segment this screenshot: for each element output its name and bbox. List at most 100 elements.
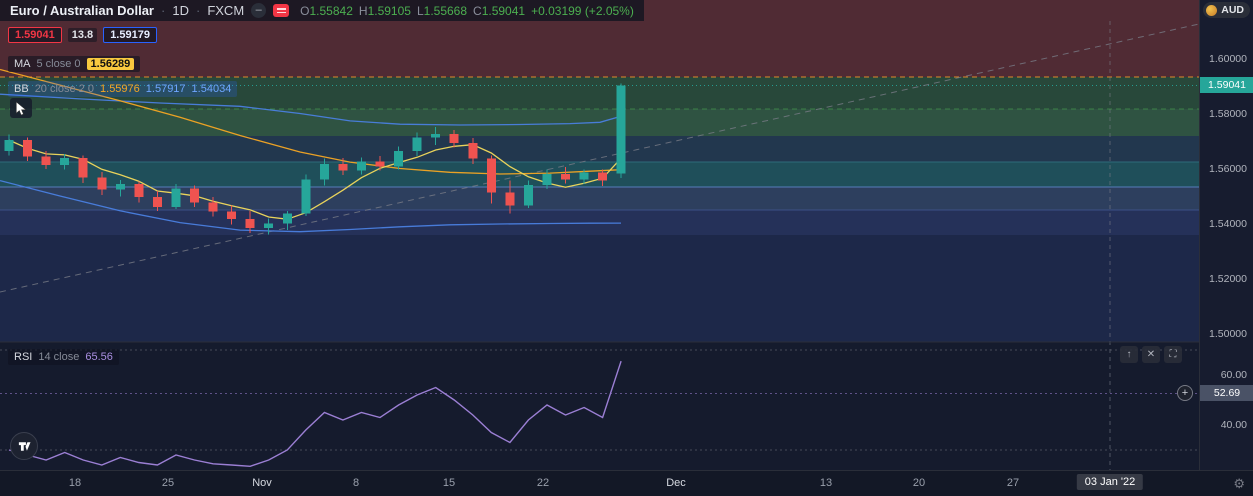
price-axis[interactable]: AUD 1.60000 1.58000 1.56000 1.54000 1.52000 1… — [1199, 0, 1253, 470]
rsi-pane-toolbar: ↑ ✕ ⛶ — [1120, 346, 1182, 363]
time-tick-label: 25 — [161, 477, 175, 489]
bb-upper-line — [0, 93, 622, 126]
time-tick-label: 27 — [1006, 477, 1020, 489]
price-tick-label: 1.60000 — [1209, 53, 1247, 65]
candle-body — [468, 142, 478, 159]
ohlc-readout: O1.55842 H1.59105 L1.55668 C1.59041 +0.0… — [300, 4, 634, 18]
candle-body — [171, 188, 181, 207]
time-tick-label: 20 — [912, 477, 926, 489]
rsi-line — [8, 360, 622, 468]
close-value: 1.59041 — [481, 3, 526, 18]
separator-dot: · — [161, 3, 166, 18]
rsi-indicator-params: 14 close — [38, 351, 80, 363]
bb-legend-row[interactable]: BB 20 close 2 0 1.55976 1.57917 1.54034 — [8, 81, 238, 97]
last-price-badge[interactable]: 1.59041 — [1200, 77, 1253, 94]
rsi-value: 65.56 — [85, 351, 113, 363]
interval-button[interactable]: 1D — [172, 3, 189, 18]
candle-body — [523, 184, 533, 206]
time-tick-label: 15 — [442, 477, 456, 489]
rsi-crosshair-badge[interactable]: 52.69 — [1200, 385, 1253, 402]
open-value: 1.55842 — [309, 3, 353, 18]
pane-close-icon[interactable]: ✕ — [1142, 346, 1160, 363]
candle-body — [338, 164, 348, 171]
rsi-legend-row[interactable]: RSI 14 close 65.56 — [8, 349, 119, 365]
candle-body — [431, 133, 441, 138]
symbol-title[interactable]: Euro / Australian Dollar — [10, 3, 154, 18]
currency-code: AUD — [1221, 4, 1244, 16]
axis-settings-icon[interactable]: ⚙ — [1233, 476, 1245, 491]
candle-body — [115, 184, 125, 190]
price-tick-label: 1.52000 — [1209, 273, 1247, 285]
rsi-tick-label: 60.00 — [1220, 369, 1247, 381]
candle-body — [616, 85, 626, 174]
candle-body — [134, 184, 144, 198]
exchange-label: FXCM — [207, 3, 245, 18]
ma-indicator-title: MA — [14, 58, 31, 70]
chart-header: Euro / Australian Dollar · 1D · FXCM – O… — [0, 0, 644, 21]
price-zone — [0, 77, 1199, 109]
price-labels-row: 1.59041 13.8 1.59179 — [8, 27, 157, 43]
bar-countdown: 13.8 — [67, 28, 98, 42]
ma5-line — [8, 139, 622, 220]
add-alert-plus-icon[interactable]: + — [1177, 385, 1193, 401]
tradingview-logo[interactable] — [10, 432, 38, 460]
high-value: 1.59105 — [367, 3, 411, 18]
ma-legend-row[interactable]: MA 5 close 0 1.56289 — [8, 56, 141, 72]
bb-indicator-title: BB — [14, 83, 29, 95]
currency-flag-icon — [1206, 4, 1218, 16]
price-box-blue[interactable]: 1.59179 — [103, 27, 157, 43]
candle-body — [264, 223, 274, 229]
candle-body — [60, 158, 70, 165]
candle-body — [319, 164, 329, 180]
high-label: H — [358, 3, 368, 18]
change-value: +0.03199 (+2.05%) — [531, 3, 634, 18]
mouse-cursor-icon — [10, 98, 32, 118]
price-tick-label: 1.58000 — [1209, 108, 1247, 120]
trend-line[interactable] — [0, 23, 1199, 293]
low-label: L — [416, 3, 424, 18]
chart-canvas[interactable] — [0, 0, 1199, 470]
time-tick-label: Nov — [252, 477, 272, 489]
rsi-tick-label: 40.00 — [1220, 419, 1247, 431]
candle-body — [598, 172, 608, 181]
candle-body — [208, 202, 218, 212]
bb-basis-value: 1.55976 — [100, 83, 140, 95]
rsi-pane-bg — [0, 342, 1199, 470]
bb-lower-value: 1.54034 — [191, 83, 232, 95]
candle-body — [412, 137, 422, 152]
price-box-red[interactable]: 1.59041 — [8, 27, 62, 43]
candle-body — [282, 213, 292, 224]
candle-body — [561, 173, 570, 180]
pane-move-up-icon[interactable]: ↑ — [1120, 346, 1138, 363]
candle-body — [542, 173, 552, 185]
candle-body — [152, 197, 162, 207]
candle-body — [97, 177, 107, 190]
candle-body — [245, 219, 255, 229]
time-tick-label: 18 — [68, 477, 82, 489]
ma-value: 1.56289 — [86, 58, 135, 70]
time-axis[interactable]: ⚙ 18 25 Nov 8 15 22 Dec 13 20 27 03 Jan '22 — [0, 470, 1253, 496]
list-badge-icon[interactable] — [273, 4, 290, 17]
price-zone — [0, 210, 1199, 235]
minus-icon[interactable]: – — [251, 3, 267, 18]
currency-toggle[interactable]: AUD — [1203, 2, 1250, 18]
time-tick-label: 8 — [352, 477, 360, 489]
candle-body — [4, 140, 14, 152]
price-zone — [0, 187, 1199, 211]
candle-body — [505, 192, 515, 206]
bb-basis-line — [0, 68, 622, 175]
candle-body — [356, 161, 366, 171]
candle-body — [301, 179, 311, 214]
time-tick-label: Dec — [666, 477, 686, 489]
candle-body — [375, 161, 385, 167]
rsi-indicator-title: RSI — [14, 351, 33, 363]
close-label: C — [473, 3, 482, 18]
candle-body — [579, 172, 589, 180]
price-tick-label: 1.54000 — [1209, 218, 1247, 230]
time-tick-label: 22 — [536, 477, 550, 489]
pane-maximize-icon[interactable]: ⛶ — [1164, 346, 1182, 363]
time-tick-label: 13 — [819, 477, 833, 489]
candle-body — [227, 211, 237, 220]
low-value: 1.55668 — [423, 3, 468, 18]
